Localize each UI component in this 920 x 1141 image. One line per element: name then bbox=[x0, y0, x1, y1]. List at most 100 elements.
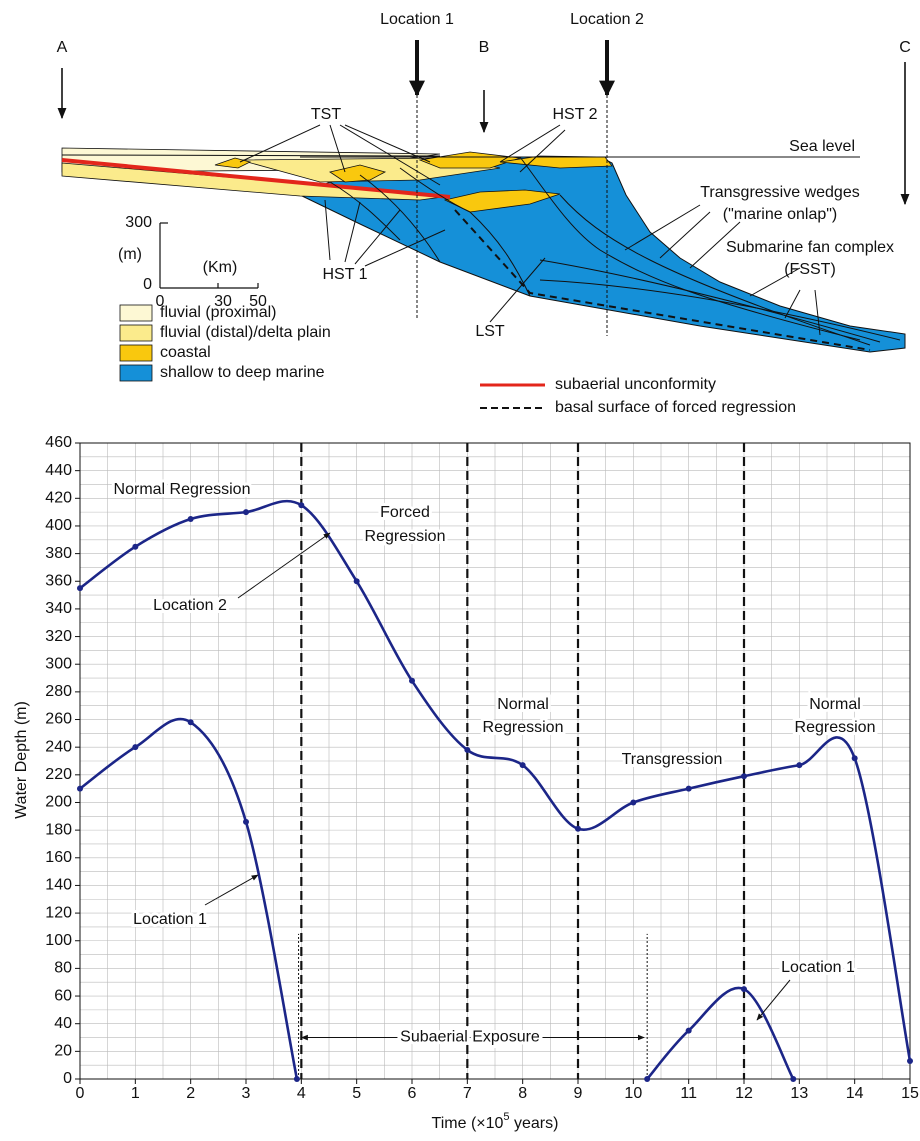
label: Transgressive wedges bbox=[700, 184, 859, 201]
data-point bbox=[630, 799, 637, 806]
plot-frame bbox=[79, 442, 911, 1080]
y-tick-label: 240 bbox=[45, 738, 72, 755]
annotation: Transgression bbox=[622, 751, 723, 768]
label: Sea level bbox=[789, 138, 855, 155]
data-point bbox=[685, 785, 692, 792]
scale-bar bbox=[159, 222, 259, 289]
chart: 0204060801001201401601802002202402602803… bbox=[13, 434, 919, 1132]
legend-label: basal surface of forced regression bbox=[555, 399, 796, 416]
data-point bbox=[243, 509, 249, 516]
x-tick-label: 7 bbox=[463, 1085, 472, 1102]
scale-label: 0 bbox=[143, 276, 152, 293]
annotation: Subaerial Exposure bbox=[400, 1029, 540, 1046]
legend-swatch bbox=[119, 364, 153, 382]
data-point bbox=[796, 762, 803, 769]
scale-label: 0 bbox=[156, 293, 165, 310]
data-point bbox=[519, 762, 526, 769]
arrow-label: A bbox=[57, 39, 68, 56]
location-label: Location 1 bbox=[380, 11, 454, 28]
y-tick-label: 140 bbox=[45, 877, 72, 894]
data-point bbox=[77, 585, 83, 592]
scale-label: (m) bbox=[118, 246, 142, 263]
y-tick-label: 20 bbox=[54, 1043, 72, 1060]
location-label: Location 2 bbox=[570, 11, 644, 28]
data-point bbox=[409, 677, 415, 684]
y-tick-label: 40 bbox=[54, 1015, 72, 1032]
data-point bbox=[907, 1058, 913, 1065]
annotation: Location 1 bbox=[781, 959, 855, 976]
coastal bbox=[214, 157, 252, 169]
series-line bbox=[79, 717, 299, 1080]
data-point bbox=[132, 543, 139, 550]
data-point bbox=[741, 773, 747, 780]
data-point bbox=[790, 1076, 797, 1082]
legend-label: shallow to deep marine bbox=[160, 364, 325, 381]
annotation-arrow bbox=[204, 874, 259, 906]
data-point bbox=[293, 1076, 300, 1082]
x-tick-label: 15 bbox=[901, 1085, 919, 1102]
data-point bbox=[243, 818, 249, 825]
data-point bbox=[464, 746, 471, 753]
x-axis-label-sup: 5 bbox=[503, 1111, 509, 1123]
annotation-arrow bbox=[237, 532, 331, 599]
label: HST 2 bbox=[552, 106, 597, 123]
scale-label: 300 bbox=[125, 214, 152, 231]
data-point bbox=[187, 516, 194, 523]
y-tick-label: 120 bbox=[45, 904, 72, 921]
label: Submarine fan complex bbox=[726, 239, 894, 256]
x-tick-label: 8 bbox=[518, 1085, 527, 1102]
label: TST bbox=[311, 106, 341, 123]
label: (FSST) bbox=[784, 261, 836, 278]
legend-swatch bbox=[119, 344, 153, 362]
y-tick-label: 280 bbox=[45, 683, 72, 700]
legend-label: coastal bbox=[160, 344, 211, 361]
scale-label: (Km) bbox=[203, 259, 238, 276]
forced-regression-surface bbox=[454, 209, 871, 351]
annotation: Location 1 bbox=[133, 911, 207, 928]
x-tick-label: 1 bbox=[131, 1085, 140, 1102]
y-tick-label: 160 bbox=[45, 849, 72, 866]
y-tick-label: 80 bbox=[54, 960, 72, 977]
x-tick-label: 13 bbox=[790, 1085, 808, 1102]
series-line bbox=[79, 499, 912, 1062]
x-axis-label-text: Time (×10 bbox=[432, 1115, 504, 1132]
x-tick-label: 2 bbox=[186, 1085, 195, 1102]
data-point bbox=[187, 719, 194, 726]
annotation: Regression bbox=[795, 719, 876, 736]
annotation: Forced bbox=[380, 504, 430, 521]
x-tick-label: 10 bbox=[624, 1085, 642, 1102]
arrow-label: B bbox=[479, 39, 490, 56]
data-point bbox=[741, 986, 747, 993]
y-tick-label: 400 bbox=[45, 517, 72, 534]
x-tick-label: 4 bbox=[297, 1085, 306, 1102]
y-tick-label: 460 bbox=[45, 434, 72, 451]
y-tick-label: 320 bbox=[45, 628, 72, 645]
y-tick-label: 180 bbox=[45, 821, 72, 838]
y-axis-label: Water Depth (m) bbox=[13, 701, 30, 819]
x-tick-label: 3 bbox=[242, 1085, 251, 1102]
legend-swatch bbox=[119, 304, 153, 322]
x-axis-label-after: years) bbox=[510, 1115, 559, 1132]
y-tick-label: 100 bbox=[45, 932, 72, 949]
scale-label: 30 bbox=[214, 293, 232, 310]
x-tick-label: 5 bbox=[352, 1085, 361, 1102]
annotation: Regression bbox=[483, 719, 564, 736]
data-point bbox=[685, 1027, 692, 1034]
annotation-arrow bbox=[756, 979, 791, 1021]
x-tick-label: 9 bbox=[574, 1085, 583, 1102]
x-tick-label: 11 bbox=[680, 1085, 697, 1102]
data-point bbox=[77, 785, 83, 792]
y-tick-label: 380 bbox=[45, 545, 72, 562]
data-point bbox=[851, 755, 858, 762]
data-point bbox=[575, 825, 581, 832]
series-line bbox=[646, 986, 795, 1080]
legend-label: subaerial unconformity bbox=[555, 376, 716, 393]
y-tick-label: 420 bbox=[45, 490, 72, 507]
annotation: Normal bbox=[809, 696, 861, 713]
y-tick-label: 200 bbox=[45, 794, 72, 811]
subaerial-unconformity bbox=[61, 158, 451, 199]
data-point bbox=[644, 1076, 651, 1082]
y-tick-label: 300 bbox=[45, 655, 72, 672]
y-tick-label: 360 bbox=[45, 572, 72, 589]
